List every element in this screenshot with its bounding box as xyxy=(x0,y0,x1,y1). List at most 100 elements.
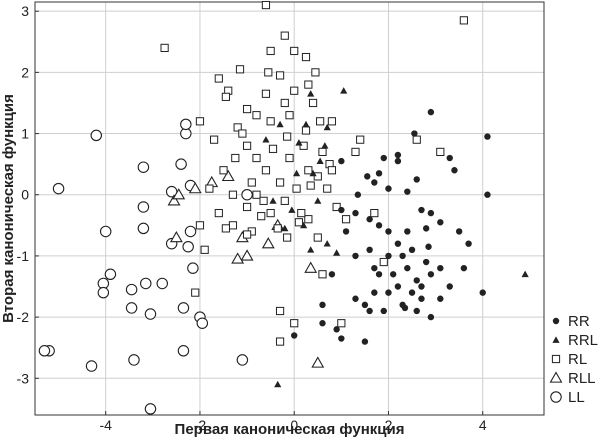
data-point-rl xyxy=(327,117,337,126)
data-point-rl xyxy=(304,80,313,89)
data-point-rl xyxy=(209,135,219,144)
data-point-rr xyxy=(404,188,411,195)
data-point-rr xyxy=(352,252,359,260)
data-point-rl xyxy=(280,31,289,40)
data-point-rl xyxy=(356,135,365,144)
data-point-rl xyxy=(275,178,285,187)
data-point-rr xyxy=(380,307,387,315)
data-point-rr xyxy=(385,289,392,296)
data-point-rrl xyxy=(521,270,529,278)
data-point-rl xyxy=(257,212,266,221)
data-point-rr xyxy=(401,304,409,312)
data-point-rr xyxy=(380,154,387,162)
data-point-rr xyxy=(404,264,411,272)
data-point-rl xyxy=(266,117,275,126)
legend-item-rll: RLL xyxy=(549,370,596,387)
data-point-rrl xyxy=(288,206,296,213)
x-tick-label: 4 xyxy=(479,417,487,433)
data-point-rr xyxy=(394,240,402,247)
data-point-rrl xyxy=(307,246,315,253)
data-point-rr xyxy=(338,157,345,165)
x-tick-label: -2 xyxy=(194,417,207,433)
data-point-rrl xyxy=(262,136,270,143)
data-point-rr xyxy=(328,271,336,278)
data-point-rl xyxy=(266,208,275,218)
data-point-rr xyxy=(319,301,326,309)
data-point-rrl xyxy=(323,240,331,247)
data-point-rrl xyxy=(302,120,310,128)
data-point-ll xyxy=(85,360,98,372)
data-point-rl xyxy=(228,221,238,230)
data-point-rr xyxy=(479,289,486,296)
x-axis: -4 -2 0 2 4 xyxy=(99,411,487,433)
data-point-rrl xyxy=(321,142,329,149)
series-rr xyxy=(291,108,491,345)
data-point-rr xyxy=(413,307,420,315)
data-point-rr xyxy=(455,228,463,235)
data-point-rll xyxy=(167,194,181,206)
legend-label: RRL xyxy=(568,332,598,349)
data-point-rl xyxy=(280,98,289,108)
data-point-rr xyxy=(394,283,402,290)
plot-area xyxy=(34,1,545,416)
data-point-rl xyxy=(323,184,332,193)
data-point-rl xyxy=(280,196,289,205)
data-point-rrl xyxy=(333,249,341,256)
data-point-rl xyxy=(268,144,278,153)
legend-label: LL xyxy=(568,389,585,406)
data-point-rl xyxy=(233,123,242,132)
data-point-rl xyxy=(306,181,315,190)
data-point-rr xyxy=(342,228,350,235)
data-point-ll xyxy=(182,240,194,253)
data-point-rl xyxy=(290,86,299,95)
data-point-ll xyxy=(177,345,190,357)
data-point-ll xyxy=(99,225,112,238)
legend-marker-rll xyxy=(549,371,563,383)
data-point-rl xyxy=(221,92,230,101)
data-point-rl xyxy=(294,218,304,227)
data-point-rll xyxy=(172,188,186,200)
data-point-rl xyxy=(318,270,327,279)
data-point-rl xyxy=(304,215,313,224)
data-point-rr xyxy=(404,228,411,235)
data-point-rl xyxy=(264,68,273,77)
data-point-rr xyxy=(385,252,392,260)
data-point-rr xyxy=(411,130,418,137)
data-point-rr xyxy=(333,326,340,333)
y-tick-label: 1 xyxy=(21,126,29,142)
data-point-ll xyxy=(175,158,187,170)
data-point-ll xyxy=(90,129,103,142)
data-point-rr xyxy=(413,277,420,284)
data-point-rr xyxy=(352,295,359,302)
data-point-rr xyxy=(422,258,430,266)
data-point-rr xyxy=(394,157,402,165)
data-point-rrl xyxy=(316,157,324,164)
data-point-rl xyxy=(160,43,169,52)
legend-label: RL xyxy=(568,351,587,368)
data-point-rr xyxy=(352,209,359,217)
data-point-rl xyxy=(327,166,337,175)
data-point-rr xyxy=(371,264,378,272)
data-point-rl xyxy=(221,224,230,233)
data-point-rl xyxy=(275,306,285,316)
data-point-rrl xyxy=(307,90,315,97)
data-point-rl xyxy=(214,74,223,83)
data-point-rll xyxy=(240,249,254,261)
y-tick-label: 0 xyxy=(21,187,29,203)
data-point-ll xyxy=(137,161,150,173)
data-point-rr xyxy=(427,108,435,116)
data-point-rrl xyxy=(281,224,289,232)
data-point-ll xyxy=(177,302,190,314)
data-point-rrl xyxy=(323,123,331,131)
y-tick-label: 2 xyxy=(21,64,29,80)
data-point-rr xyxy=(408,289,416,296)
data-point-rll xyxy=(304,261,318,273)
data-point-rl xyxy=(242,104,252,114)
data-point-rr xyxy=(375,170,383,177)
data-point-rl xyxy=(275,71,285,80)
data-point-rl xyxy=(459,16,468,25)
data-point-ll xyxy=(236,354,249,366)
data-point-rl xyxy=(261,166,271,175)
data-point-rr xyxy=(446,283,453,290)
legend-item-ll: LL xyxy=(550,389,585,406)
